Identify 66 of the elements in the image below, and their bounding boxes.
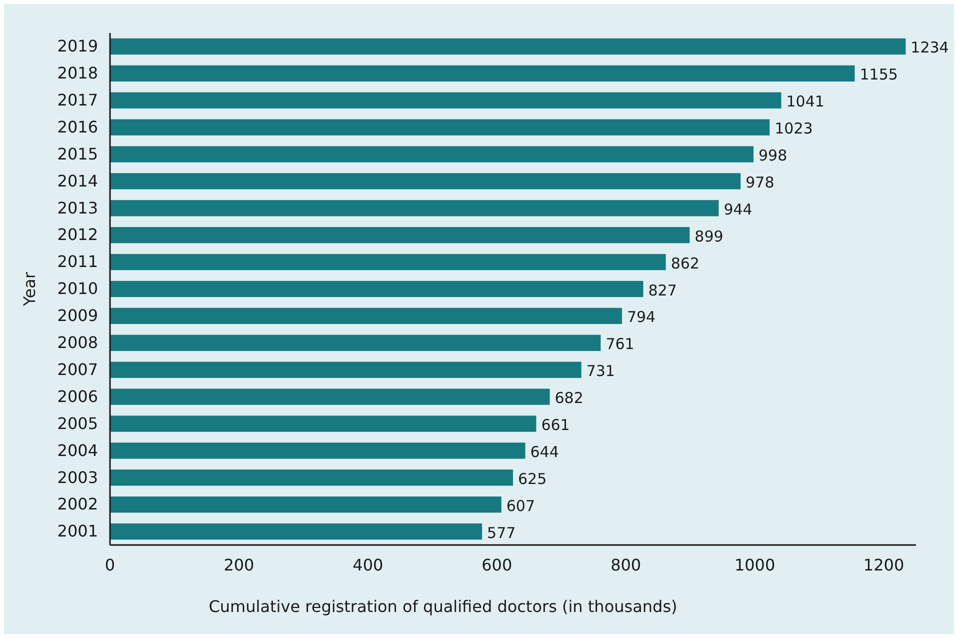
data-label: 1234 [910, 38, 949, 57]
data-label: 944 [724, 200, 752, 218]
y-tick-label: 2003 [57, 468, 98, 487]
bar [110, 227, 690, 244]
bar [110, 38, 906, 55]
y-tick-label: 2017 [57, 90, 98, 110]
y-axis-title: Year [20, 272, 39, 307]
y-tick-label: 2015 [57, 144, 98, 164]
bar [110, 523, 482, 540]
x-tick-label: 800 [610, 555, 642, 574]
data-label: 899 [694, 227, 724, 246]
bar [110, 146, 754, 162]
data-label: 761 [606, 335, 634, 354]
y-tick-label: 2018 [57, 64, 98, 83]
bar [110, 334, 601, 351]
data-label: 794 [626, 308, 656, 326]
bar [110, 496, 502, 513]
x-tick-label: 1000 [734, 555, 776, 574]
y-tick-label: 2002 [57, 494, 98, 514]
bar [110, 254, 666, 270]
data-label: 661 [541, 416, 570, 434]
x-tick-label: 1200 [863, 555, 904, 574]
y-tick-label: 2011 [57, 252, 98, 272]
x-tick-label: 200 [224, 555, 254, 574]
bar [110, 173, 741, 190]
y-tick-label: 2016 [57, 117, 98, 136]
bar [110, 280, 644, 298]
y-tick-label: 2006 [57, 386, 98, 406]
data-label: 827 [648, 281, 677, 300]
data-label: 978 [746, 173, 774, 192]
bar [110, 308, 622, 324]
bar [110, 92, 782, 108]
data-label: 731 [586, 362, 615, 380]
data-label: 1041 [786, 92, 824, 111]
x-tick-label: 600 [482, 555, 512, 574]
y-tick-label: 2001 [57, 522, 98, 541]
bar [110, 119, 770, 136]
y-tick-label: 2012 [57, 225, 98, 244]
bar [110, 65, 855, 82]
data-label: 1155 [860, 66, 898, 84]
y-tick-label: 2013 [57, 198, 98, 218]
y-tick-label: 2010 [57, 279, 98, 298]
y-tick-label: 2008 [57, 333, 98, 352]
data-label: 862 [670, 254, 700, 272]
bar [110, 470, 513, 486]
bar [110, 200, 719, 216]
y-tick-label: 2004 [57, 440, 98, 460]
y-tick-label: 2009 [57, 306, 98, 326]
data-label: 682 [554, 389, 584, 408]
x-axis-title: Cumulative registration of qualified doctors (in thousands) [208, 597, 678, 616]
y-tick-label: 2014 [57, 171, 98, 190]
x-tick-label: 400 [352, 555, 384, 574]
data-label: 607 [506, 496, 536, 515]
data-label: 625 [518, 470, 547, 488]
bar [110, 416, 536, 432]
data-label: 644 [530, 442, 559, 461]
y-tick-label: 2019 [57, 36, 98, 56]
bar [110, 442, 526, 459]
x-tick-label: 0 [104, 555, 116, 574]
bar [110, 388, 550, 405]
data-label: 1023 [774, 120, 813, 138]
data-label: 998 [758, 146, 788, 165]
y-tick-label: 2005 [57, 414, 98, 433]
bar [110, 362, 582, 378]
y-tick-label: 2007 [57, 360, 98, 379]
data-label: 577 [487, 524, 516, 542]
